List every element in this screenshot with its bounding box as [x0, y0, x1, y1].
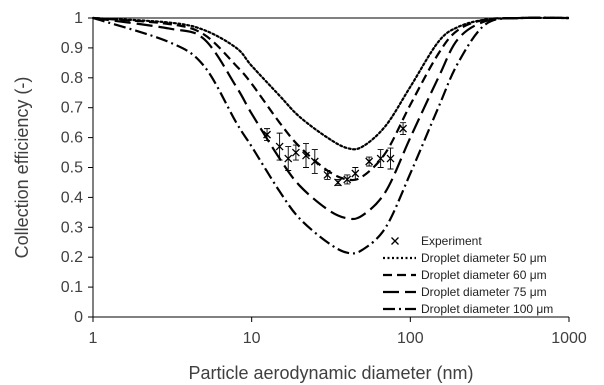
experiment-point — [351, 169, 360, 178]
y-tick-label: 0.6 — [61, 130, 83, 147]
y-tick-label: 0.1 — [61, 279, 83, 296]
series-line-long-dash — [92, 16, 570, 221]
legend-label: Droplet diameter 100 μm — [421, 302, 553, 316]
series-line-dash-dot — [92, 16, 570, 255]
y-tick-label: 1 — [74, 10, 83, 27]
experiment-point — [275, 142, 284, 151]
y-tick-label: 0.5 — [61, 160, 83, 177]
experiment-point — [310, 157, 319, 166]
legend-marker-experiment — [391, 237, 399, 245]
x-axis-title: Particle aerodynamic diameter (nm) — [188, 363, 473, 383]
experiment-point — [343, 175, 352, 184]
experiment-point — [284, 154, 293, 163]
experiment-point — [365, 157, 374, 166]
experiment-point — [263, 130, 272, 139]
legend-label: Droplet diameter 75 μm — [421, 285, 547, 299]
chart-legend: Experiment Droplet diameter 50 μm Droplet … — [383, 234, 553, 316]
experiment-point — [291, 148, 300, 157]
y-tick-label: 0.8 — [61, 70, 83, 87]
y-tick-label: 0.7 — [61, 100, 83, 117]
x-axis-ticks: 1 10 100 1000 — [89, 317, 587, 347]
y-tick-label: 0.2 — [61, 249, 83, 266]
legend-label: Droplet diameter 50 μm — [421, 251, 547, 265]
series-line-dotted — [91, 16, 571, 151]
x-tick-label: 1 — [89, 330, 98, 347]
series-layer — [91, 16, 571, 255]
x-tick-label: 1000 — [551, 330, 587, 347]
legend-label: Experiment — [421, 234, 482, 248]
y-tick-label: 0.4 — [61, 189, 83, 206]
y-tick-label: 0.9 — [61, 40, 83, 57]
y-axis-ticks: 0 0.1 0.2 0.3 0.4 0.5 0.6 0.7 0.8 0.9 1 — [61, 10, 93, 326]
y-axis-title: Collection efficiency (-) — [12, 77, 32, 259]
experiment-layer — [263, 122, 408, 187]
legend-label: Droplet diameter 60 μm — [421, 268, 547, 282]
y-tick-label: 0.3 — [61, 219, 83, 236]
x-tick-label: 100 — [397, 330, 424, 347]
experiment-point — [323, 171, 332, 179]
y-tick-label: 0 — [74, 309, 83, 326]
experiment-point — [386, 154, 395, 163]
experiment-point — [399, 124, 408, 133]
x-tick-label: 10 — [243, 330, 261, 347]
experiment-point — [334, 178, 342, 187]
experiment-point — [302, 151, 310, 160]
series-line-dashed — [92, 16, 570, 182]
experiment-point — [376, 154, 385, 163]
